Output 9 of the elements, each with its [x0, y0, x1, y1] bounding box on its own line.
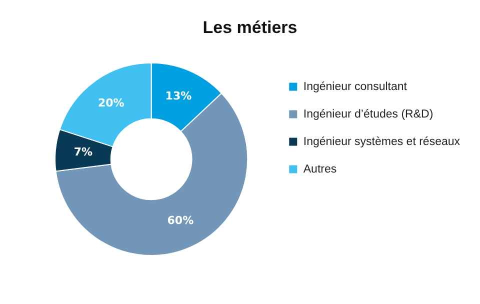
legend-label: Autres [303, 163, 337, 176]
legend-label: Ingénieur consultant [303, 80, 408, 93]
legend-label: Ingénieur d’études (R&D) [303, 108, 434, 120]
chart-title: Les métiers [202, 18, 298, 37]
data-label: 7% [74, 146, 93, 159]
data-label: 60% [167, 214, 194, 227]
legend-label: Ingénieur systèmes et réseaux [303, 136, 460, 148]
data-label: 13% [165, 89, 192, 102]
data-label: 20% [98, 96, 124, 110]
